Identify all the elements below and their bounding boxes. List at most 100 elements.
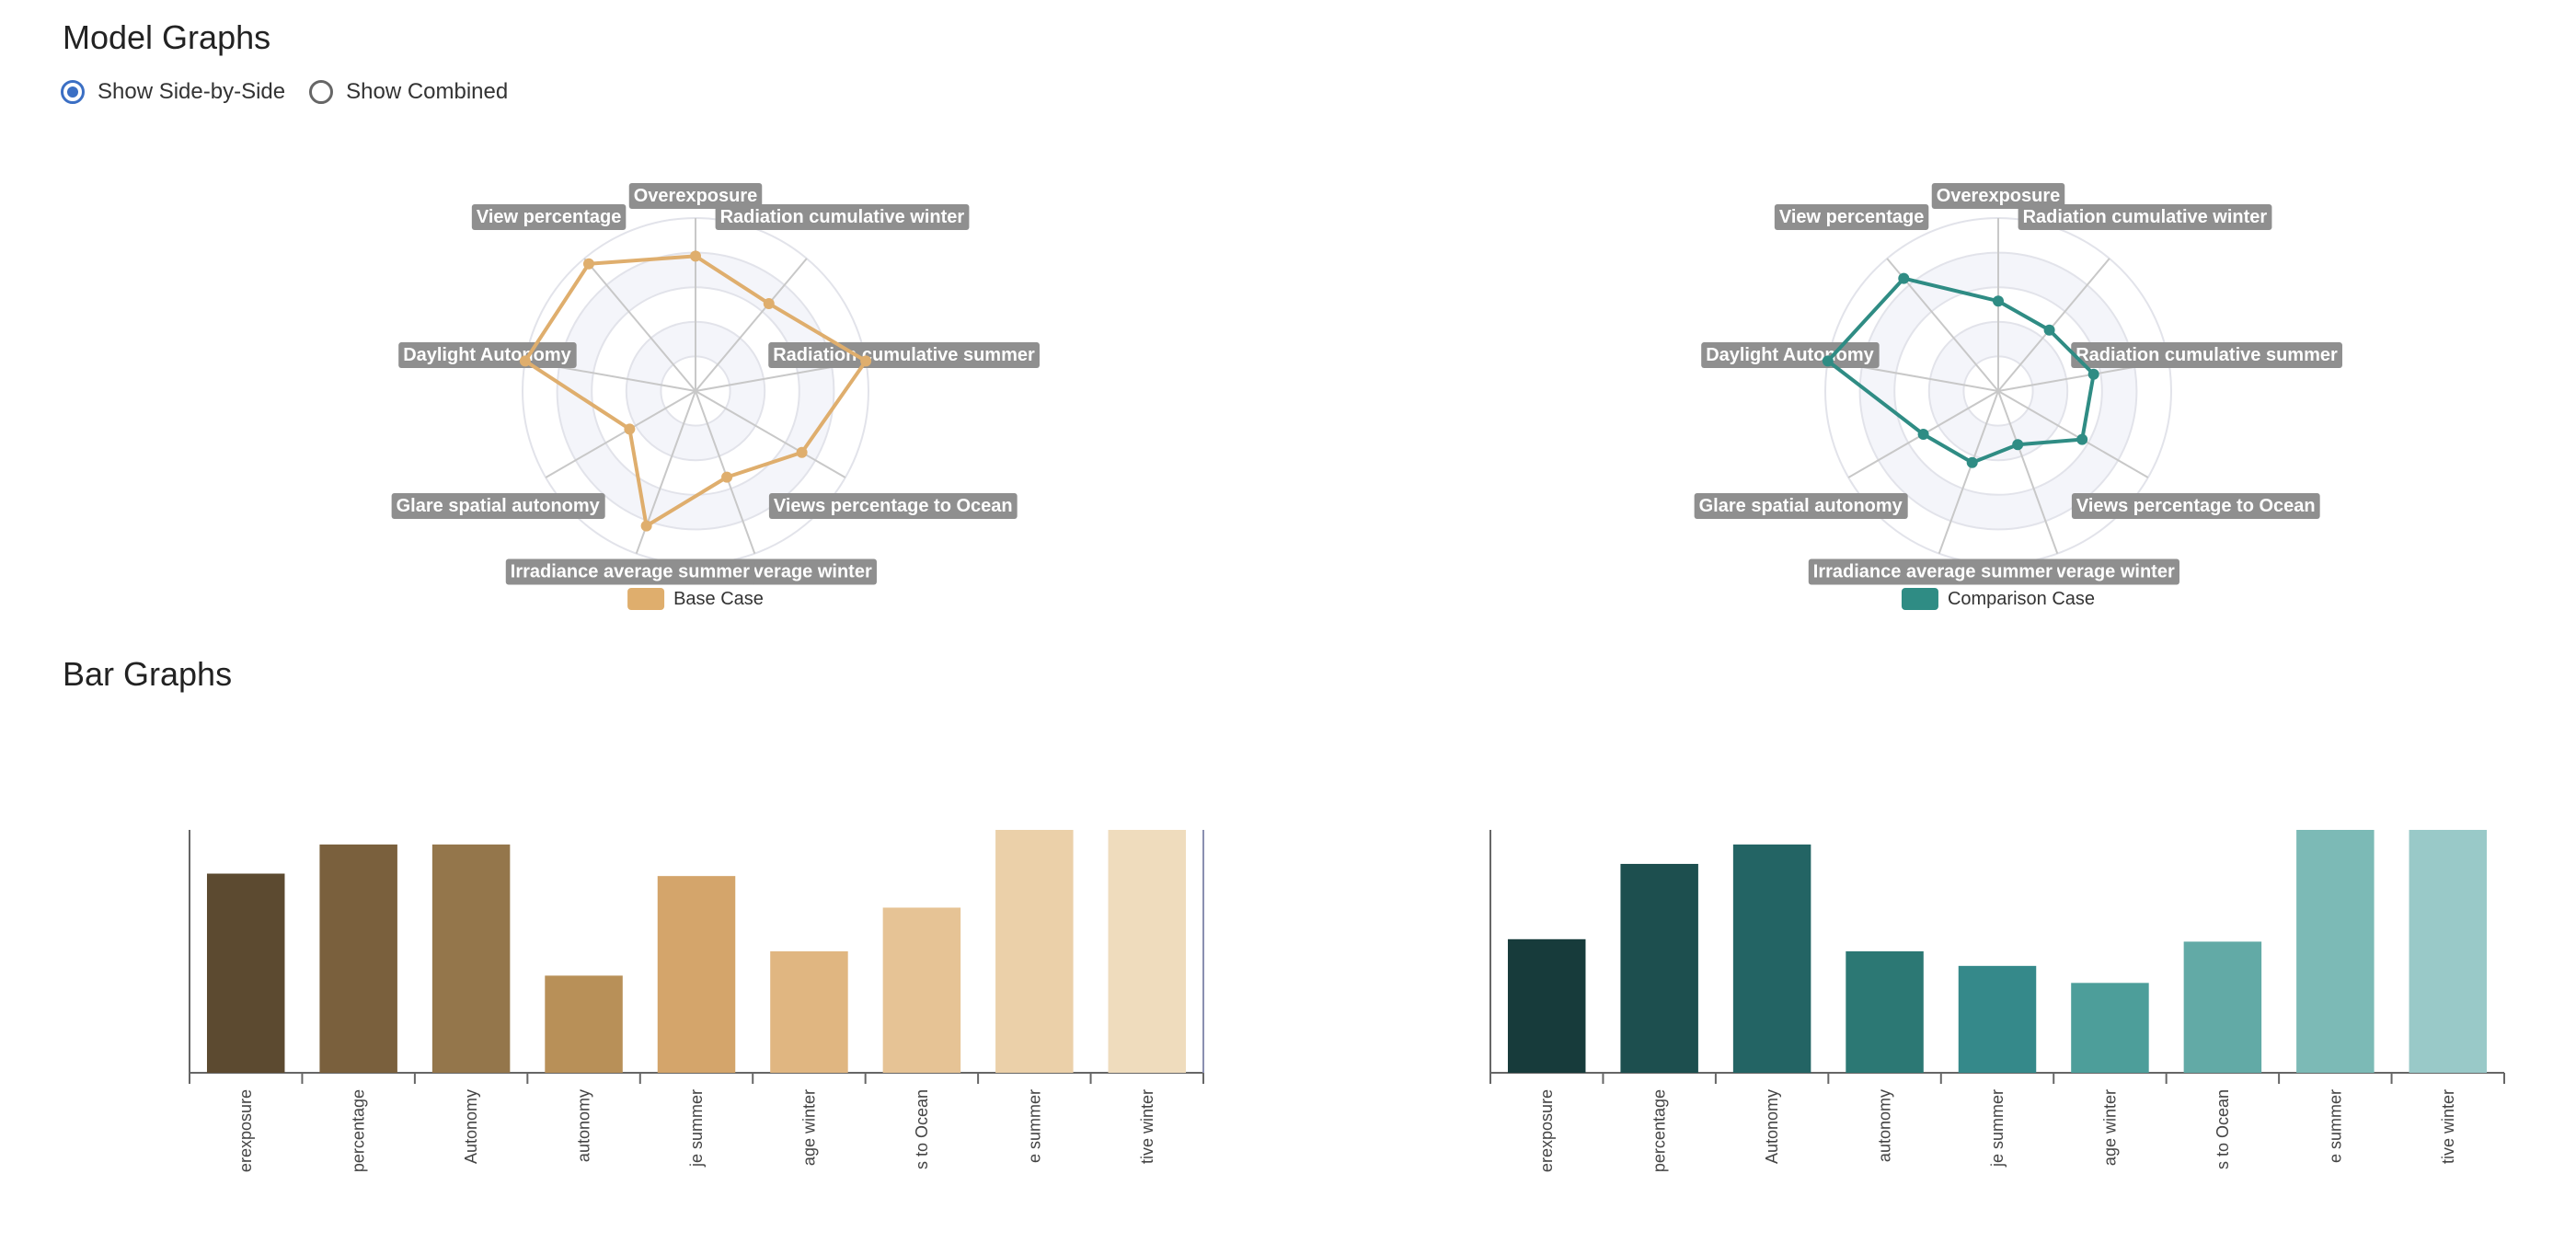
x-tick-label-radiation-cumulative-summer: e summer [2326, 1089, 2344, 1163]
bar-views-percentage-to-ocean[interactable] [882, 907, 961, 1073]
svg-text:Radiation cumulative winter: Radiation cumulative winter [720, 207, 965, 227]
x-tick-label-irradiance-average-summer: je summer [1988, 1089, 2007, 1168]
bar-irradiance-average-summer[interactable] [657, 876, 736, 1073]
bar-overexposure[interactable] [1507, 938, 1586, 1073]
x-tick-label-overexposure: erexposure [236, 1089, 255, 1172]
radio-unchecked-icon[interactable] [309, 80, 334, 104]
radio-checked-icon[interactable] [61, 80, 85, 104]
radar-point-irradiance-average-summer[interactable] [1966, 456, 1978, 468]
radar-point-glare-spatial-autonomy[interactable] [624, 423, 636, 435]
svg-text:View percentage: View percentage [1779, 207, 1924, 227]
legend-comparison-case[interactable]: Comparison Case [1901, 588, 2095, 610]
radar-axis-label-radiation-cumulative-summer: Radiation cumulative summer [768, 342, 1040, 369]
x-tick-label-daylight-autonomy: Autonomy [1763, 1089, 1781, 1164]
x-tick-label-glare-spatial-autonomy: autonomy [575, 1089, 593, 1162]
radar-point-overexposure[interactable] [1993, 295, 2004, 307]
legend-base-case[interactable]: Base Case [627, 588, 764, 610]
radar-point-irradiance-average-winter[interactable] [2012, 439, 2024, 451]
bar-radiation-cumulative-winter[interactable] [2409, 830, 2488, 1073]
radar-axis-label-view-percentage: View percentage [1774, 204, 1929, 231]
radar-axis-line [1997, 390, 2149, 478]
bar-glare-spatial-autonomy[interactable] [545, 975, 623, 1073]
x-tick-label-overexposure: erexposure [1537, 1089, 1556, 1172]
x-tick-label-views-percentage-to-ocean: s to Ocean [2214, 1089, 2232, 1169]
radar-series-line-base-case [523, 254, 868, 528]
radar-axis-label-views-percentage-to-ocean: Views percentage to Ocean [2071, 493, 2320, 519]
radar-axis-label-overexposure: Overexposure [628, 183, 763, 209]
bar-overexposure[interactable] [206, 873, 285, 1073]
bar-chart-1: erexposure percentage Autonomy autonomy je s… [189, 830, 1204, 1172]
x-tick-label-irradiance-average-winter: age winter [2100, 1089, 2119, 1166]
bar-irradiance-average-winter[interactable] [770, 951, 848, 1073]
radar-point-views-percentage-to-ocean[interactable] [796, 446, 808, 458]
bar-radiation-cumulative-summer[interactable] [995, 830, 1074, 1073]
radar-series-line-comparison-case [1825, 276, 2096, 465]
radar-axis-label-radiation-cumulative-summer: Radiation cumulative summer [2071, 342, 2342, 369]
svg-text:Glare spatial autonomy: Glare spatial autonomy [1699, 496, 1903, 516]
radar-axis-label-overexposure: Overexposure [1931, 183, 2065, 209]
x-tick-label-daylight-autonomy: Autonomy [462, 1089, 480, 1164]
radar-point-overexposure[interactable] [690, 250, 701, 262]
svg-text:Base Case: Base Case [673, 589, 764, 609]
radar-point-daylight-autonomy[interactable] [519, 355, 531, 367]
svg-text:Overexposure: Overexposure [634, 186, 758, 206]
radar-axis-label-irradiance-average-summer: Irradiance average summer [505, 558, 755, 585]
radar-point-radiation-cumulative-winter[interactable] [763, 297, 775, 309]
bar-glare-spatial-autonomy[interactable] [1846, 951, 1924, 1073]
bar-view-percentage[interactable] [319, 844, 397, 1073]
radar-point-view-percentage[interactable] [582, 258, 594, 270]
bar-irradiance-average-winter[interactable] [2071, 983, 2149, 1073]
radar-point-daylight-autonomy[interactable] [1822, 355, 1834, 367]
radar-axis-label-view-percentage: View percentage [471, 204, 627, 231]
radar-axis-line [1997, 390, 2059, 555]
svg-text:Radiation cumulative summer: Radiation cumulative summer [773, 345, 1035, 365]
bar-view-percentage[interactable] [1620, 863, 1698, 1073]
x-tick-label-irradiance-average-winter: age winter [799, 1089, 818, 1166]
show-side-by-side-radio[interactable]: Show Side-by-Side [61, 79, 285, 105]
radar-point-irradiance-average-summer[interactable] [640, 520, 652, 532]
x-tick-label-view-percentage: percentage [1650, 1089, 1669, 1172]
radar-point-radiation-cumulative-summer[interactable] [860, 355, 872, 367]
bar-radiation-cumulative-summer[interactable] [2296, 830, 2375, 1073]
radar-axis-label-irradiance-average-summer: Irradiance average summer [1808, 558, 2058, 585]
bar-daylight-autonomy[interactable] [1732, 844, 1811, 1073]
show-combined-label: Show Combined [346, 79, 509, 104]
radar-axis-label-radiation-cumulative-winter: Radiation cumulative winter [715, 204, 970, 231]
radar-axis-label-glare-spatial-autonomy: Glare spatial autonomy [391, 493, 605, 519]
bar-daylight-autonomy[interactable] [431, 844, 511, 1073]
radar-point-radiation-cumulative-winter[interactable] [2043, 324, 2055, 336]
svg-text:Irradiance average summer: Irradiance average summer [1813, 561, 2053, 581]
svg-text:View percentage: View percentage [477, 207, 621, 227]
x-tick-label-views-percentage-to-ocean: s to Ocean [913, 1089, 931, 1169]
radar-point-glare-spatial-autonomy[interactable] [1917, 429, 1929, 440]
svg-text:Glare spatial autonomy: Glare spatial autonomy [397, 496, 601, 516]
radar-axis-label-glare-spatial-autonomy: Glare spatial autonomy [1694, 493, 1908, 519]
svg-text:Views percentage to Ocean: Views percentage to Ocean [774, 496, 1013, 516]
svg-text:Comparison Case: Comparison Case [1948, 589, 2095, 609]
bar-radiation-cumulative-winter[interactable] [1108, 830, 1187, 1073]
radar-point-views-percentage-to-ocean[interactable] [2076, 433, 2088, 445]
show-combined-radio[interactable]: Show Combined [309, 79, 508, 105]
svg-text:Views percentage to Ocean: Views percentage to Ocean [2076, 496, 2316, 516]
bar-irradiance-average-summer[interactable] [1958, 965, 2037, 1073]
radar-point-radiation-cumulative-summer[interactable] [2087, 368, 2099, 380]
svg-text:Radiation cumulative winter: Radiation cumulative winter [2023, 207, 2268, 227]
radar-axis-line [1938, 390, 1999, 555]
radar-point-irradiance-average-winter[interactable] [721, 471, 733, 483]
radar-axis-line [695, 390, 846, 478]
x-tick-label-view-percentage: percentage [350, 1089, 368, 1172]
legend-swatch [1901, 588, 1938, 610]
x-tick-label-radiation-cumulative-winter: tive winter [1138, 1089, 1156, 1164]
radar-axis-line [583, 258, 696, 392]
model-graphs-heading: Model Graphs [63, 18, 271, 56]
radar-point-view-percentage[interactable] [1898, 272, 1910, 284]
bar-views-percentage-to-ocean[interactable] [2183, 941, 2262, 1073]
x-tick-label-irradiance-average-summer: je summer [687, 1089, 706, 1168]
show-side-by-side-label: Show Side-by-Side [98, 79, 286, 104]
radar-axis-line [695, 258, 808, 392]
x-tick-label-radiation-cumulative-summer: e summer [1025, 1089, 1043, 1163]
